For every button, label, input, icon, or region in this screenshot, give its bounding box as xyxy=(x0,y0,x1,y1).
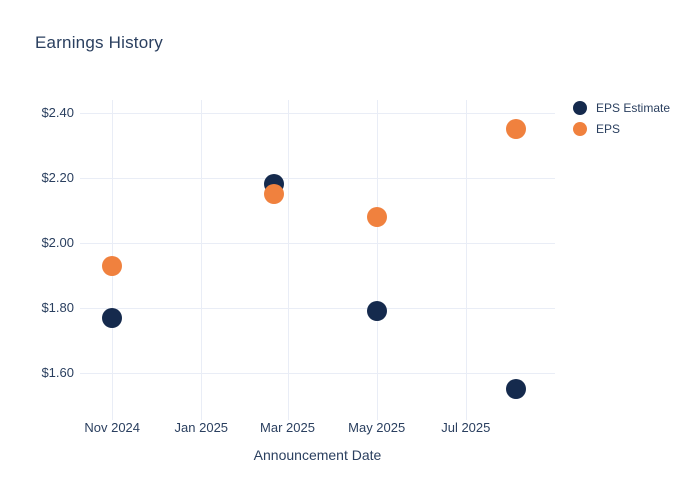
y-gridline-1.8 xyxy=(80,307,555,309)
x-tick-label-4: Jul 2025 xyxy=(441,420,491,435)
eps-marker-icon xyxy=(573,122,587,136)
eps-estimate-point-0[interactable] xyxy=(102,307,123,328)
legend: EPS Estimate EPS xyxy=(573,101,670,143)
x-gridline-3 xyxy=(376,100,378,415)
eps-estimate-point-2[interactable] xyxy=(366,301,387,322)
x-tick-mark-2 xyxy=(287,415,289,420)
y-tick-label-1: $1.80 xyxy=(41,299,74,315)
y-gridline-2.2 xyxy=(80,177,555,179)
eps-point-2[interactable] xyxy=(366,206,387,227)
x-tick-mark-0 xyxy=(112,415,114,420)
eps-estimate-point-3[interactable] xyxy=(505,379,526,399)
legend-label-eps: EPS xyxy=(596,122,621,136)
y-tick-label-3: $2.20 xyxy=(41,169,74,185)
eps-point-3[interactable] xyxy=(505,119,526,140)
y-tick-label-0: $1.60 xyxy=(41,364,74,380)
x-axis-title: Announcement Date xyxy=(253,447,382,463)
y-gridline-2 xyxy=(80,242,555,244)
x-gridline-4 xyxy=(465,100,467,415)
plot-area xyxy=(80,100,555,420)
eps-estimate-marker-icon xyxy=(573,101,587,115)
eps-point-1[interactable] xyxy=(264,184,285,205)
y-gridline-1.6 xyxy=(80,372,555,374)
y-tick-label-4: $2.40 xyxy=(41,105,74,120)
legend-item-eps[interactable]: EPS xyxy=(573,122,670,136)
chart-title: Earnings History xyxy=(35,33,163,52)
eps-point-0[interactable] xyxy=(102,255,123,276)
legend-item-eps-estimate[interactable]: EPS Estimate xyxy=(573,101,670,115)
x-tick-label-0: Nov 2024 xyxy=(84,420,141,435)
x-tick-label-3: May 2025 xyxy=(348,420,406,435)
x-tick-label-1: Jan 2025 xyxy=(174,420,229,435)
x-tick-label-2: Mar 2025 xyxy=(260,420,315,435)
x-tick-mark-1 xyxy=(201,415,203,420)
x-tick-mark-3 xyxy=(376,415,378,420)
y-tick-label-2: $2.00 xyxy=(41,234,74,250)
x-gridline-2 xyxy=(287,100,289,415)
x-gridline-1 xyxy=(201,100,203,415)
x-tick-mark-4 xyxy=(465,415,467,420)
y-gridline-2.4 xyxy=(80,113,555,114)
legend-label-eps-estimate: EPS Estimate xyxy=(596,101,671,115)
